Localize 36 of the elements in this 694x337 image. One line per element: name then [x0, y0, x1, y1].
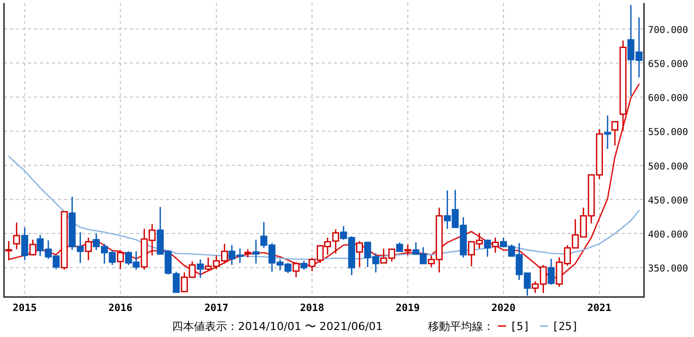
- legend-label: [5]: [510, 320, 530, 333]
- text: 四本値表示：2014/10/01 〜 2021/06/01: [172, 320, 383, 333]
- candlestick: [484, 239, 491, 258]
- candlestick: [292, 262, 300, 278]
- y-tick-label: 600.000: [648, 93, 688, 104]
- candlestick: [252, 239, 260, 264]
- x-tick-label: 2016: [108, 303, 132, 314]
- candlestick: [404, 244, 412, 256]
- y-tick-label: 450.000: [648, 195, 688, 206]
- x-tick-label: 2019: [396, 303, 420, 314]
- candlestick: [604, 114, 612, 150]
- candlestick: [396, 242, 404, 253]
- candlestick: [5, 240, 12, 261]
- y-tick-label: 550.000: [648, 127, 688, 138]
- candlestick: [116, 250, 124, 270]
- candlestick: [84, 237, 92, 261]
- candlestick: [29, 239, 36, 256]
- x-tick-label: 2021: [587, 303, 612, 314]
- candlestick: [548, 258, 555, 286]
- candlestick: [492, 237, 499, 254]
- candlestick: [611, 121, 618, 146]
- y-tick-label: 350.000: [648, 264, 688, 275]
- candlestick: [196, 258, 204, 279]
- y-tick-label: 700.000: [648, 24, 688, 36]
- x-tick-label: 2015: [12, 303, 37, 314]
- legend-label: [25]: [552, 320, 578, 333]
- x-tick-label: 2017: [204, 303, 228, 314]
- y-tick-label: 500.000: [648, 161, 688, 172]
- y-tick-label: 650.000: [648, 59, 688, 70]
- candlestick: [13, 222, 20, 250]
- candlestick: [21, 226, 28, 261]
- candlestick: [356, 240, 364, 268]
- y-tick-label: 400.000: [648, 230, 688, 241]
- x-tick-label: 2018: [300, 303, 324, 314]
- legend-title: 移動平均線：: [428, 320, 494, 333]
- x-tick-label: 2020: [491, 303, 516, 314]
